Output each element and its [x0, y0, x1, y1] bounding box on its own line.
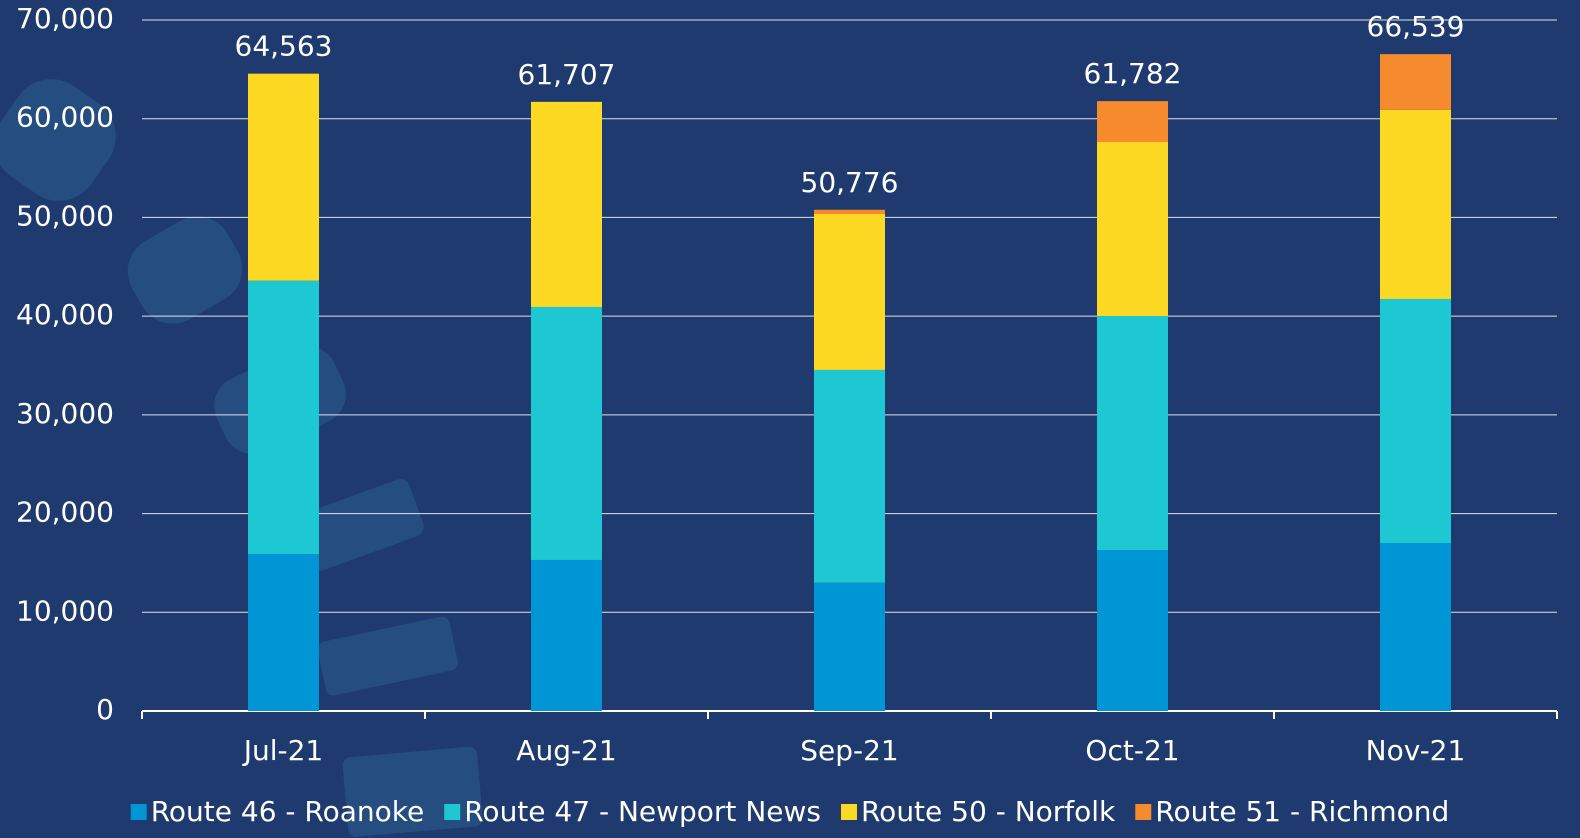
bar-segment [1097, 316, 1168, 550]
y-tick-label: 20,000 [16, 496, 114, 529]
total-label: 66,539 [1367, 10, 1465, 43]
bar-segment [814, 214, 885, 370]
total-label: 64,563 [235, 30, 333, 63]
bar-segment [814, 370, 885, 583]
y-tick-label: 10,000 [16, 594, 114, 627]
bar-segment [1380, 110, 1451, 299]
bar-segment [1380, 299, 1451, 543]
bar-segment [531, 307, 602, 560]
bar-segment [814, 210, 885, 214]
legend-swatch [1135, 804, 1151, 820]
legend-label: Route 51 - Richmond [1155, 795, 1449, 828]
y-tick-label: 0 [96, 693, 114, 726]
y-tick-label: 30,000 [16, 397, 114, 430]
total-label: 50,776 [801, 166, 899, 199]
y-tick-label: 60,000 [16, 101, 114, 134]
legend-label: Route 50 - Norfolk [861, 795, 1116, 828]
y-tick-label: 70,000 [16, 2, 114, 35]
legend-swatch [444, 804, 460, 820]
x-tick-label: Nov-21 [1366, 734, 1466, 767]
legend-label: Route 46 - Roanoke [151, 795, 425, 828]
bar-segment [814, 583, 885, 711]
bar-segment [1097, 101, 1168, 142]
bar-segment [1380, 543, 1451, 711]
bar-segment [1380, 54, 1451, 110]
bar-segment [248, 281, 319, 554]
chart: 0 10,000 20,000 30,000 40,000 50,000 60,000 70,… [0, 0, 1580, 838]
x-tick-label: Sep-21 [800, 734, 899, 767]
y-tick-label: 40,000 [16, 298, 114, 331]
x-tick-label: Aug-21 [516, 734, 616, 767]
bar-segment [1097, 142, 1168, 316]
legend-swatch [131, 804, 147, 820]
bar-segment [531, 560, 602, 711]
bar-segment [531, 102, 602, 307]
bar-segment [1097, 550, 1168, 711]
x-tick-label: Jul-21 [242, 734, 324, 767]
legend-swatch [841, 804, 857, 820]
total-label: 61,782 [1084, 57, 1182, 90]
legend-label: Route 47 - Newport News [464, 795, 821, 828]
bar-segment [248, 74, 319, 281]
x-tick-label: Oct-21 [1085, 734, 1179, 767]
bar-segment [248, 554, 319, 711]
total-label: 61,707 [518, 58, 616, 91]
y-tick-label: 50,000 [16, 199, 114, 232]
